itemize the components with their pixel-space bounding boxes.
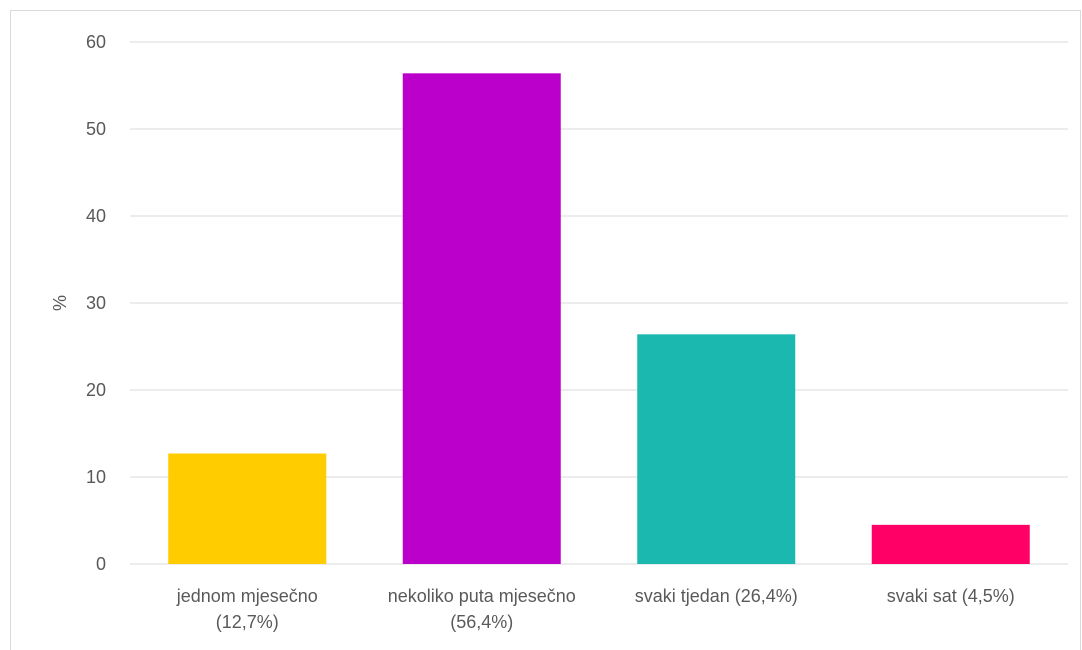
bar [402,73,561,564]
bar [637,334,796,564]
bars [168,73,1030,564]
y-tick-label: 50 [86,119,106,139]
x-axis-labels: jednom mjesečno (12,7%) nekoliko puta mjes… [176,586,1015,632]
y-tick-label: 0 [96,554,106,574]
y-axis-ticks: 0 10 20 30 40 50 60 [86,32,106,574]
y-tick-label: 60 [86,32,106,52]
x-tick-label: svaki tjedan (26,4%) [635,586,798,606]
y-tick-label: 10 [86,467,106,487]
bar [871,524,1030,564]
x-tick-label: jednom mjesečno (12,7%) [176,586,318,632]
y-tick-label: 30 [86,293,106,313]
chart-frame [10,10,1081,650]
y-tick-label: 40 [86,206,106,226]
x-tick-label: svaki sat (4,5%) [887,586,1015,606]
y-axis-label: % [50,295,70,311]
bar [168,453,327,564]
y-tick-label: 20 [86,380,106,400]
x-tick-label: nekoliko puta mjesečno (56,4%) [388,586,576,632]
